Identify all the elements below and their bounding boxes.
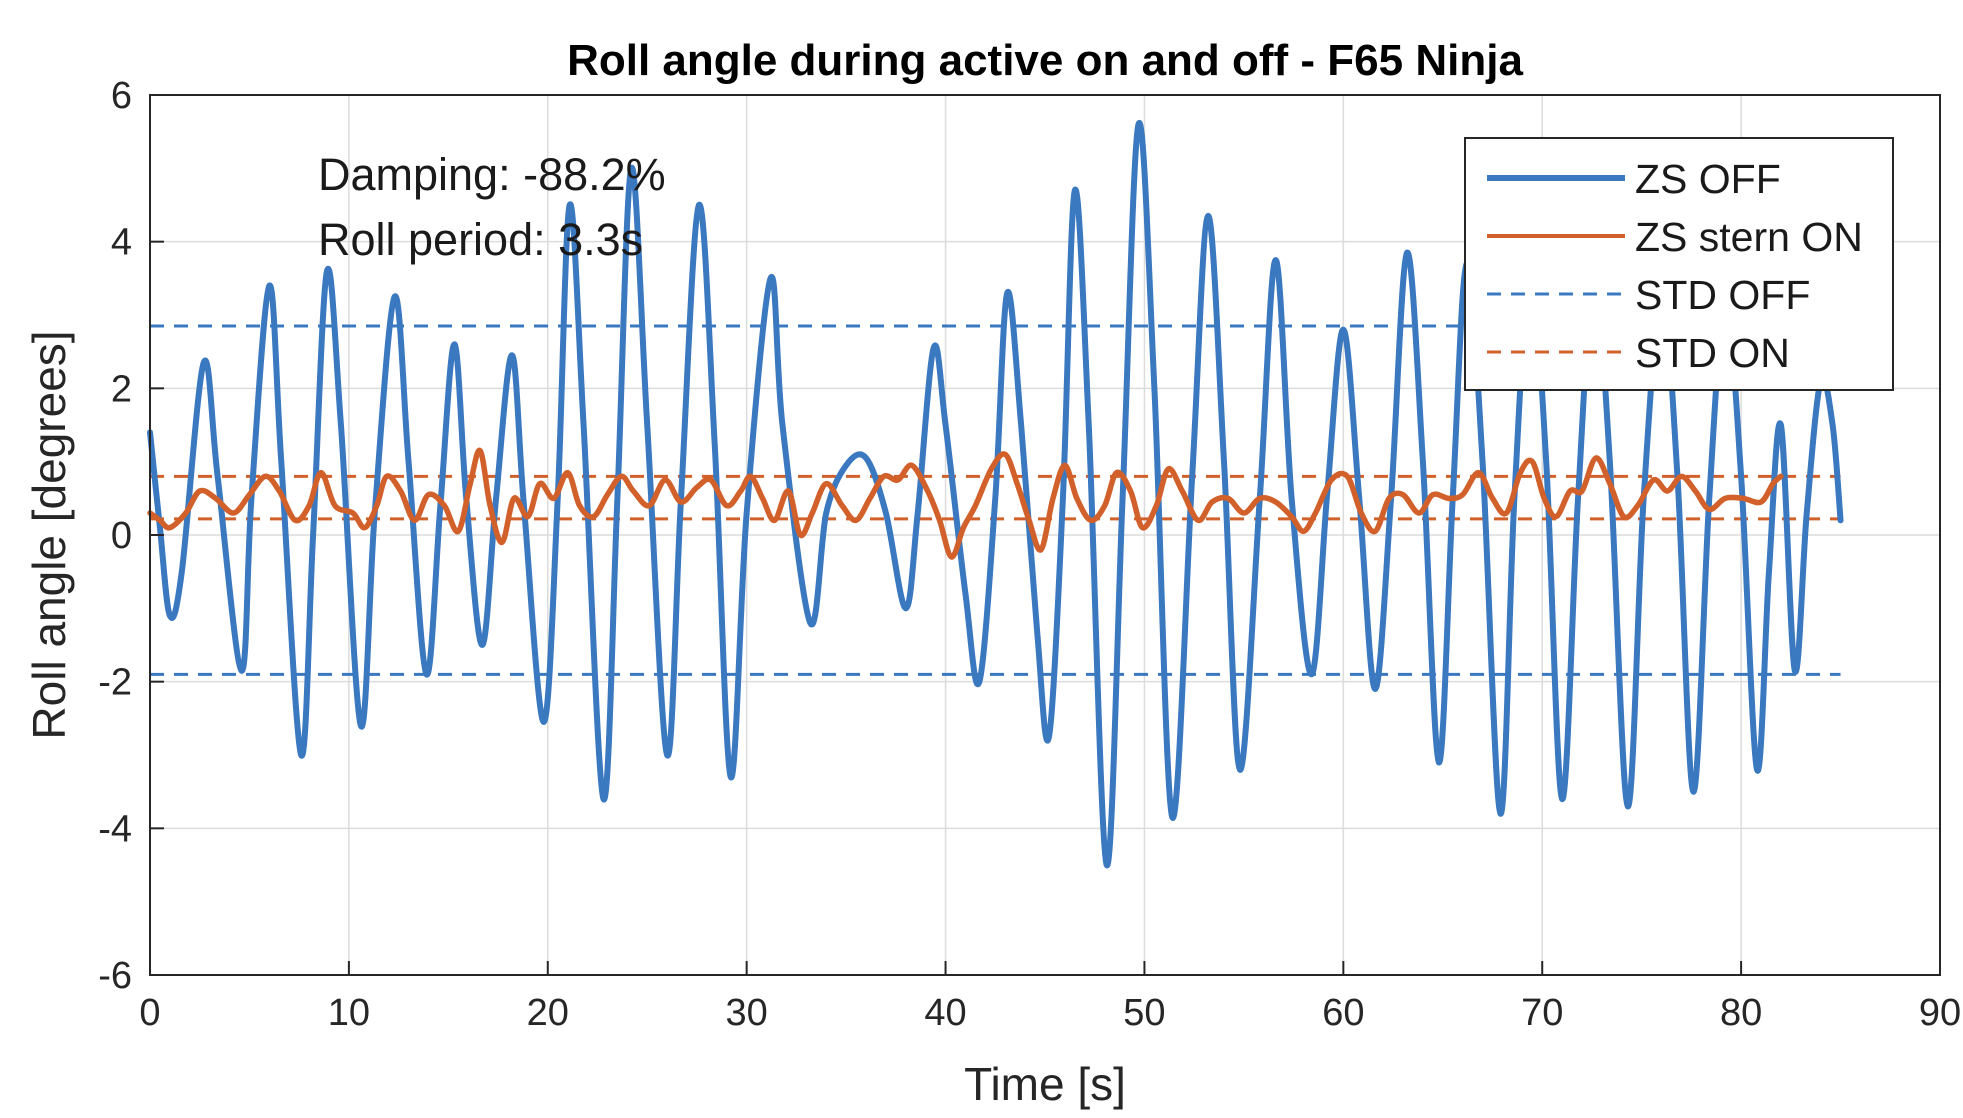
legend: ZS OFF ZS stern ON STD OFF STD ON — [1464, 137, 1894, 391]
chart-title: Roll angle during active on and off - F6… — [567, 36, 1523, 85]
legend-label-zs-off: ZS OFF — [1635, 156, 1781, 202]
data-lines — [147, 119, 1844, 869]
x-axis-label: Time [s] — [964, 1058, 1126, 1110]
x-tick-label: 70 — [1521, 992, 1563, 1034]
x-tick-label: 0 — [139, 992, 160, 1034]
x-tick-label: 20 — [527, 992, 569, 1034]
legend-label-zs-stern-on: ZS stern ON — [1635, 214, 1863, 260]
y-tick-label: 2 — [111, 368, 132, 410]
y-axis-label: Roll angle [degrees] — [23, 330, 75, 739]
y-tick-label: 6 — [111, 75, 132, 117]
axis-ticks: 0 10 20 30 40 50 60 70 80 90 -6 -4 -2 0 2 4 6 — [98, 75, 1961, 1034]
series-zs-stern-on-line — [147, 447, 1784, 560]
y-tick-label: -2 — [98, 662, 132, 704]
x-tick-label: 30 — [726, 992, 768, 1034]
series-zs-off-line — [147, 119, 1844, 869]
x-tick-label: 10 — [328, 992, 370, 1034]
legend-label-std-off: STD OFF — [1635, 272, 1810, 318]
y-tick-label: 0 — [111, 515, 132, 557]
annotation-damping: Damping: -88.2% — [318, 149, 666, 200]
y-tick-label: -6 — [98, 955, 132, 997]
x-tick-label: 60 — [1322, 992, 1364, 1034]
x-tick-label: 90 — [1919, 992, 1961, 1034]
legend-label-std-on: STD ON — [1635, 330, 1790, 376]
y-tick-label: 4 — [111, 222, 132, 264]
x-tick-label: 50 — [1123, 992, 1165, 1034]
x-tick-label: 40 — [924, 992, 966, 1034]
annotation-roll-period: Roll period: 3.3s — [318, 214, 643, 265]
y-tick-label: -4 — [98, 808, 132, 850]
x-tick-label: 80 — [1720, 992, 1762, 1034]
